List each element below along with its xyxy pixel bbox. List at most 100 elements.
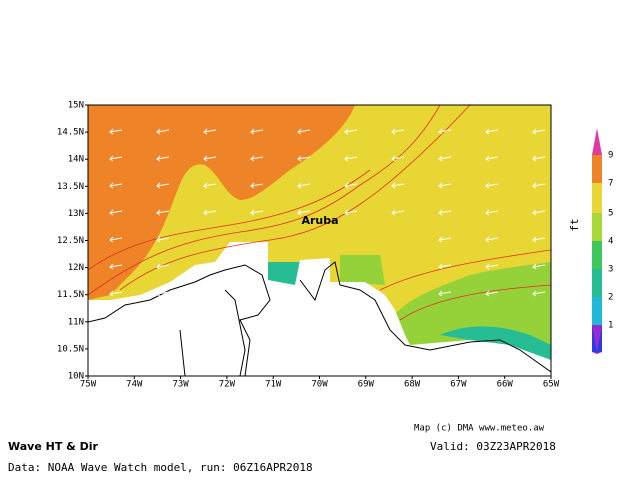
- wave-arrow: [344, 182, 358, 189]
- wave-arrow: [203, 128, 217, 135]
- wave-arrow: [438, 155, 452, 162]
- wave-arrow: [109, 236, 123, 243]
- wave-arrow: [438, 182, 452, 189]
- wave-arrow: [391, 182, 405, 189]
- lon-tick-label: 65W: [543, 380, 560, 390]
- wave-arrow: [438, 263, 452, 270]
- lat-tick-label: 13N: [68, 209, 84, 219]
- lon-tick-label: 73W: [172, 380, 189, 390]
- colorbar-label: 9: [608, 151, 613, 161]
- sea-orange: [88, 105, 355, 300]
- wave-arrows: [109, 128, 546, 297]
- lat-tick-label: 11.5N: [57, 290, 84, 300]
- wave-arrow: [485, 263, 499, 270]
- credit: Map (c) DMA www.meteo.aw: [414, 424, 545, 434]
- lon-tick-label: 75W: [80, 380, 97, 390]
- wave-arrow: [250, 155, 264, 162]
- wave-arrow: [156, 290, 170, 297]
- wave-arrow: [485, 209, 499, 216]
- wave-arrow: [344, 209, 358, 216]
- lon-tick-label: 66W: [497, 380, 514, 390]
- wave-arrow: [344, 155, 358, 162]
- contour: [88, 105, 551, 321]
- colorbar: ft 9 7 5 4 3 2 1: [568, 128, 613, 354]
- lat-tick-label: 13.5N: [57, 182, 84, 192]
- wave-arrow: [532, 155, 546, 162]
- wave-arrow: [250, 209, 264, 216]
- wave-arrow: [532, 128, 546, 135]
- wave-arrow: [156, 263, 170, 270]
- wave-arrow: [109, 155, 123, 162]
- wave-arrow: [485, 182, 499, 189]
- wave-arrow: [203, 209, 217, 216]
- colorbar-swatch: [592, 241, 602, 269]
- colorbar-label: 2: [608, 293, 613, 303]
- wave-arrow: [109, 182, 123, 189]
- wave-arrow: [297, 209, 311, 216]
- lat-tick-label: 12.5N: [57, 236, 84, 246]
- wave-arrow: [438, 236, 452, 243]
- wave-arrow: [391, 155, 405, 162]
- wave-arrow: [109, 128, 123, 135]
- colorbar-unit: ft: [568, 218, 581, 231]
- lon-tick-label: 72W: [219, 380, 236, 390]
- source: Data: NOAA Wave Watch model, run: 06Z16A…: [8, 461, 313, 474]
- wave-arrow: [297, 128, 311, 135]
- wave-arrow: [391, 209, 405, 216]
- wave-arrow: [532, 236, 546, 243]
- wave-arrow: [391, 128, 405, 135]
- wave-arrow: [438, 290, 452, 297]
- wave-arrow: [532, 263, 546, 270]
- wave-arrow: [109, 263, 123, 270]
- lat-tick-label: 14.5N: [57, 128, 84, 138]
- lon-tick-label: 70W: [311, 380, 328, 390]
- lat-tick-label: 12N: [68, 263, 84, 273]
- wave-arrow: [156, 182, 170, 189]
- lat-tick-label: 14N: [68, 155, 84, 165]
- wave-arrow: [203, 155, 217, 162]
- wave-arrow: [250, 182, 264, 189]
- colorbar-cap: [592, 128, 602, 155]
- wave-arrow: [203, 182, 217, 189]
- wave-arrow: [438, 209, 452, 216]
- lat-tick-label: 11N: [68, 317, 84, 327]
- colorbar-swatch: [592, 155, 602, 183]
- wave-arrow: [156, 155, 170, 162]
- lat-tick-label: 15N: [68, 101, 84, 111]
- map-area: [88, 105, 551, 376]
- colorbar-label: 3: [608, 265, 613, 275]
- lon-tick-label: 74W: [126, 380, 143, 390]
- sea-green: [340, 255, 385, 285]
- wave-arrow: [156, 209, 170, 216]
- colorbar-label: 7: [608, 179, 613, 189]
- valid-time: Valid: 03Z23APR2018: [430, 440, 556, 453]
- lon-tick-label: 68W: [404, 380, 421, 390]
- wave-arrow: [485, 128, 499, 135]
- wave-arrow: [109, 290, 123, 297]
- sea-teal: [440, 326, 551, 365]
- place-label: Aruba: [301, 214, 338, 227]
- wave-arrow: [156, 236, 170, 243]
- colorbar-label: 1: [608, 321, 613, 331]
- lat-tick-label: 10N: [68, 372, 84, 382]
- colorbar-swatch: [592, 183, 602, 213]
- colorbar-swatch: [592, 213, 602, 241]
- lon-tick-label: 69W: [358, 380, 375, 390]
- land: [88, 242, 551, 376]
- wave-arrow: [532, 182, 546, 189]
- lon-tick-label: 67W: [450, 380, 467, 390]
- colorbar-cap: [592, 352, 602, 354]
- wave-arrow: [156, 128, 170, 135]
- lat-tick-label: 10.5N: [57, 344, 84, 354]
- wave-arrow: [485, 236, 499, 243]
- colorbar-cap: [592, 325, 602, 352]
- colorbar-label: 4: [608, 237, 613, 247]
- wave-arrow: [297, 182, 311, 189]
- colorbar-swatch: [592, 269, 602, 297]
- wave-arrow: [532, 290, 546, 297]
- wave-arrow: [438, 128, 452, 135]
- wave-arrow: [109, 209, 123, 216]
- colorbar-label: 5: [608, 209, 613, 219]
